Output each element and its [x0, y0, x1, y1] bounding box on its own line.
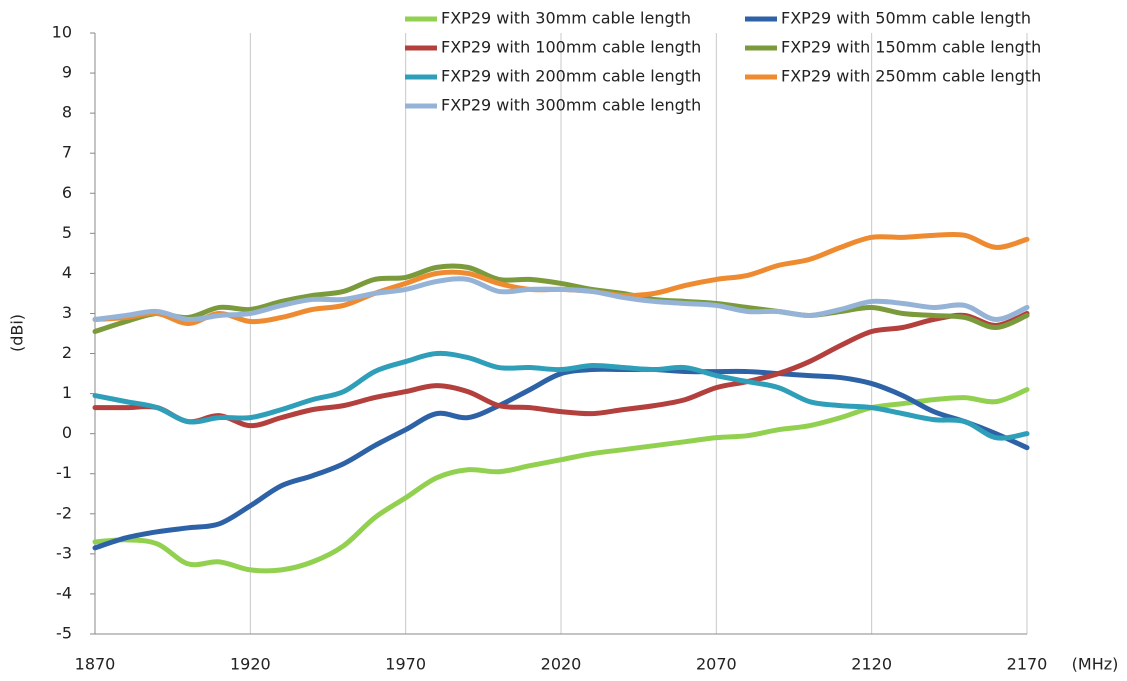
x-tick-label: 1870 — [75, 655, 116, 674]
legend-label: FXP29 with 250mm cable length — [781, 67, 1041, 86]
y-tick-label: -1 — [56, 463, 72, 482]
series-line — [92, 276, 1030, 323]
legend-label: FXP29 with 200mm cable length — [441, 67, 701, 86]
series-line — [92, 350, 1030, 441]
y-tick-label: 3 — [62, 303, 72, 322]
y-tick-label: 4 — [62, 263, 72, 282]
x-tick-label: 2070 — [696, 655, 737, 674]
y-tick-label: 1 — [62, 383, 72, 402]
y-tick-label: 10 — [52, 23, 72, 42]
y-tick-label: -3 — [56, 543, 72, 562]
x-tick-label: 1970 — [385, 655, 426, 674]
y-tick-label: 2 — [62, 343, 72, 362]
x-tick-label: 2120 — [851, 655, 892, 674]
y-tick-label: 5 — [62, 223, 72, 242]
series-line — [92, 366, 1030, 551]
legend-label: FXP29 with 100mm cable length — [441, 38, 701, 57]
y-tick-label: -2 — [56, 503, 72, 522]
x-tick-label: 1920 — [230, 655, 271, 674]
series-line — [92, 263, 1030, 334]
y-tick-label: 7 — [62, 143, 72, 162]
y-tick-label: -4 — [56, 583, 72, 602]
y-tick-label: 9 — [62, 63, 72, 82]
y-axis-label: (dBi) — [8, 314, 27, 352]
y-tick-label: 8 — [62, 103, 72, 122]
y-tick-label: 6 — [62, 183, 72, 202]
legend-label: FXP29 with 30mm cable length — [441, 9, 691, 28]
x-tick-label: 2020 — [541, 655, 582, 674]
y-tick-label: 0 — [62, 423, 72, 442]
legend-label: FXP29 with 50mm cable length — [781, 9, 1031, 28]
legend-label: FXP29 with 300mm cable length — [441, 96, 701, 115]
x-tick-label: 2170 — [1007, 655, 1048, 674]
x-axis-label: (MHz) — [1072, 655, 1119, 674]
legend-label: FXP29 with 150mm cable length — [781, 38, 1041, 57]
y-tick-label: -5 — [56, 624, 72, 643]
series-line — [92, 310, 1030, 429]
